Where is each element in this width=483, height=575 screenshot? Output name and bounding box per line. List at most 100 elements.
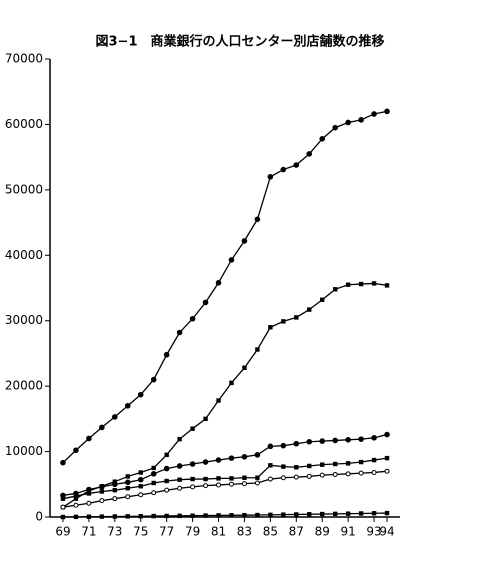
marker: [280, 166, 287, 173]
marker: [138, 492, 144, 498]
marker: [241, 454, 248, 460]
marker: [151, 490, 157, 496]
x-tick-label: 87: [289, 525, 304, 539]
series-line: [62, 433, 388, 497]
marker: [306, 473, 312, 479]
marker: [345, 282, 351, 287]
marker: [229, 380, 234, 386]
y-tick-label: 60000: [5, 117, 43, 131]
chart-title: 図3−1 商業銀行の人口センター別店舗数の推移: [96, 34, 385, 50]
marker: [332, 124, 338, 131]
marker: [216, 476, 221, 481]
marker: [307, 307, 312, 312]
marker: [345, 119, 351, 126]
marker: [307, 512, 312, 517]
marker: [163, 465, 170, 472]
marker: [306, 151, 313, 157]
series-line: [62, 470, 388, 508]
marker: [358, 281, 364, 287]
marker: [112, 514, 118, 519]
marker: [294, 465, 299, 470]
marker: [294, 315, 299, 320]
marker: [281, 319, 286, 324]
marker: [384, 283, 390, 288]
marker: [137, 391, 144, 398]
marker: [177, 436, 182, 442]
marker: [163, 351, 170, 358]
marker: [307, 463, 312, 469]
marker: [203, 513, 208, 518]
marker: [216, 398, 221, 403]
marker: [112, 414, 118, 420]
marker: [73, 496, 79, 501]
marker: [254, 452, 261, 458]
y-tick-label: 10000: [5, 444, 43, 458]
x-tick-label: 94: [379, 525, 394, 539]
marker: [345, 511, 351, 516]
marker: [371, 457, 377, 463]
marker: [320, 511, 325, 517]
marker: [164, 487, 170, 493]
x-tick-label: 75: [133, 525, 148, 539]
marker: [371, 511, 377, 516]
marker: [202, 299, 209, 306]
marker: [150, 376, 157, 383]
marker: [112, 496, 118, 502]
marker: [86, 491, 92, 496]
marker: [358, 459, 364, 465]
y-tick-label: 20000: [5, 379, 43, 393]
marker: [60, 496, 66, 501]
y-tick-label: 50000: [5, 182, 43, 196]
marker: [345, 461, 351, 466]
marker: [241, 481, 247, 487]
marker: [358, 470, 364, 476]
marker: [319, 472, 325, 478]
marker: [138, 484, 143, 489]
x-tick-label: 79: [185, 525, 200, 539]
marker: [228, 455, 235, 461]
marker: [255, 475, 260, 480]
marker: [332, 437, 338, 444]
marker: [216, 513, 221, 518]
marker: [216, 482, 222, 488]
marker: [99, 489, 105, 494]
marker: [73, 447, 79, 454]
marker: [99, 498, 105, 504]
marker: [112, 487, 118, 493]
marker: [228, 481, 234, 487]
marker: [151, 465, 156, 471]
marker: [177, 477, 182, 482]
marker: [124, 479, 131, 486]
series-line: [62, 110, 388, 464]
marker: [267, 443, 274, 450]
marker: [176, 329, 183, 336]
marker: [190, 484, 196, 490]
marker: [320, 297, 325, 302]
marker: [228, 257, 235, 263]
marker: [229, 513, 234, 518]
marker: [99, 484, 105, 490]
marker: [190, 426, 195, 431]
marker: [242, 512, 247, 518]
marker: [242, 365, 247, 371]
y-tick-label: 40000: [5, 248, 43, 262]
marker: [371, 281, 377, 286]
marker: [60, 504, 66, 510]
marker: [384, 455, 390, 461]
marker: [332, 511, 338, 517]
marker: [190, 513, 195, 518]
marker: [267, 173, 274, 180]
marker: [177, 513, 182, 519]
marker: [151, 480, 156, 486]
marker: [125, 474, 130, 479]
marker: [255, 512, 260, 518]
marker: [176, 463, 183, 469]
x-tick-label: 81: [211, 525, 226, 539]
marker: [164, 452, 169, 458]
marker: [358, 511, 364, 516]
marker: [268, 325, 273, 330]
marker: [371, 470, 377, 476]
marker: [125, 514, 130, 519]
marker: [86, 500, 92, 506]
